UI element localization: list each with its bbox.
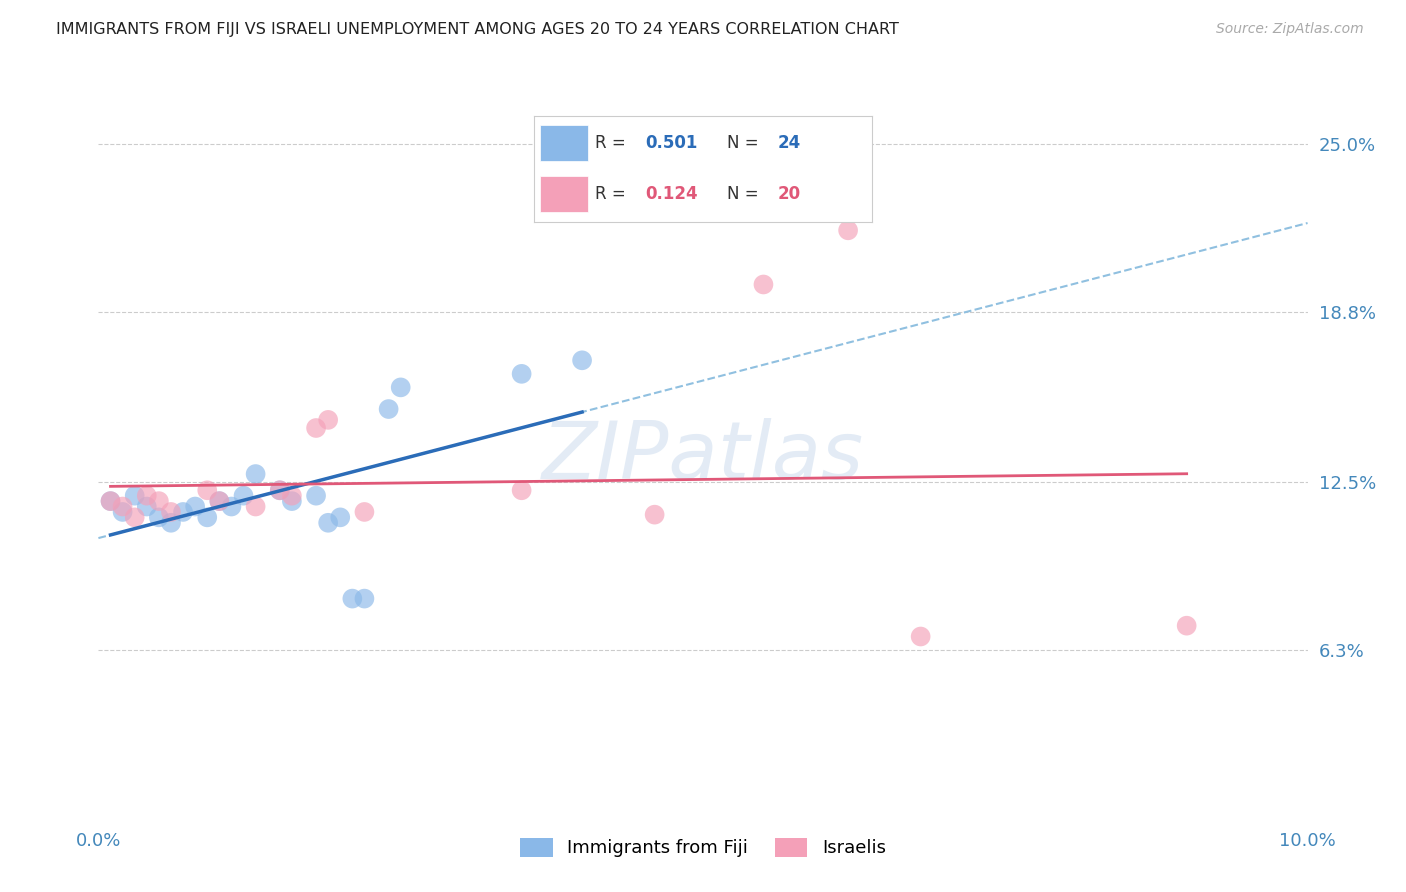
Point (389, 380, 412, 394)
Text: ZIPatlas: ZIPatlas (541, 417, 865, 496)
Point (342, 591, 364, 606)
Point (281, 494, 304, 508)
Text: IMMIGRANTS FROM FIJI VS ISRAELI UNEMPLOYMENT AMONG AGES 20 TO 24 YEARS CORRELATI: IMMIGRANTS FROM FIJI VS ISRAELI UNEMPLOY… (56, 22, 898, 37)
Point (160, 516, 183, 530)
Point (195, 483, 218, 498)
Point (353, 591, 375, 606)
Point (281, 489, 304, 503)
Point (305, 489, 328, 503)
Point (124, 510, 146, 524)
Point (111, 500, 134, 514)
Point (269, 483, 291, 498)
Point (135, 500, 157, 514)
Point (644, 508, 666, 522)
Point (329, 510, 352, 524)
Point (752, 277, 775, 292)
Point (160, 505, 183, 519)
Point (245, 467, 267, 481)
Text: Source: ZipAtlas.com: Source: ZipAtlas.com (1216, 22, 1364, 37)
Point (316, 413, 339, 427)
Point (910, 630, 932, 644)
Point (208, 494, 231, 508)
Point (124, 489, 146, 503)
Point (100, 494, 122, 508)
Point (571, 353, 593, 368)
Legend: Immigrants from Fiji, Israelis: Immigrants from Fiji, Israelis (513, 830, 893, 864)
Point (184, 500, 207, 514)
Point (510, 483, 533, 498)
Point (305, 421, 328, 435)
Point (316, 516, 339, 530)
Point (245, 500, 267, 514)
Point (232, 489, 254, 503)
Point (353, 505, 375, 519)
Point (837, 223, 859, 237)
Point (111, 505, 134, 519)
Point (377, 402, 399, 417)
Point (172, 505, 194, 519)
Point (269, 483, 291, 498)
Point (195, 510, 218, 524)
Point (148, 494, 170, 508)
Point (135, 489, 157, 503)
Point (1175, 618, 1198, 632)
Point (221, 500, 243, 514)
Point (208, 494, 231, 508)
Point (148, 510, 170, 524)
Point (100, 494, 122, 508)
Point (510, 367, 533, 381)
